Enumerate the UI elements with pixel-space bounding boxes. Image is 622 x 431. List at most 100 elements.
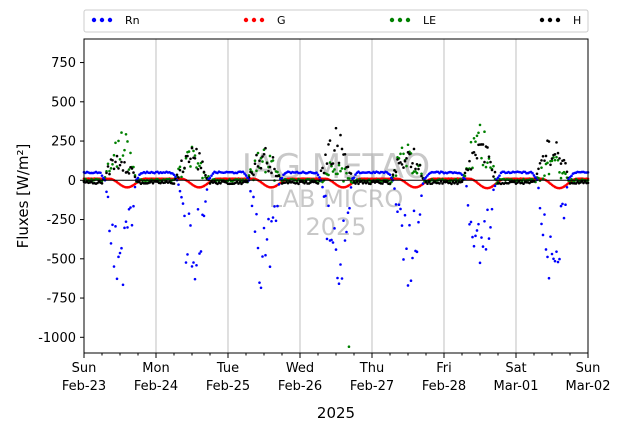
legend-marker-le [397,17,403,23]
x-tick-date: Feb-28 [422,379,466,394]
x-tick-date: Feb-23 [62,379,106,394]
point-h [426,182,429,186]
point-le [540,166,543,169]
y-tick-label: -250 [46,213,76,228]
point-le [537,176,540,180]
point-rn [460,173,464,177]
point-h [322,171,326,175]
point-rn [253,230,257,233]
point-rn [480,236,483,239]
point-le [180,175,183,179]
point-rn [198,252,201,255]
point-le [472,136,476,140]
point-h [183,166,186,170]
point-h [396,158,399,161]
point-rn [562,216,566,220]
point-rn [549,235,552,238]
watermark-line: LAB MICRO [269,185,404,213]
point-rn [348,206,351,210]
point-le [271,159,275,162]
point-rn [132,204,135,208]
point-le [192,149,195,153]
point-le [112,153,116,157]
point-rn [493,184,497,188]
point-rn [405,247,408,251]
point-rn [318,176,321,179]
point-rn [264,253,267,257]
x-tick-day: Sun [576,361,601,376]
point-h [564,161,567,165]
point-le [268,154,272,158]
point-rn [208,176,212,180]
point-le [207,175,210,178]
point-rn [397,203,401,206]
point-h [550,157,554,160]
point-le [201,176,204,180]
point-rn [558,257,561,261]
point-h [408,152,411,156]
point-rn [532,174,536,177]
point-le [108,169,111,173]
point-h [198,151,201,155]
point-le [193,154,197,157]
x-tick-date: Feb-27 [350,379,394,394]
point-rn [426,174,429,177]
point-rn [411,256,414,260]
point-rn [481,245,485,248]
point-h [483,160,486,164]
legend-marker-rn [107,17,113,23]
point-rn [270,219,273,223]
point-rn [321,185,324,189]
point-le [196,162,200,165]
point-rn [402,258,405,261]
point-h [549,163,552,167]
point-rn [475,229,479,232]
point-rn [106,195,110,199]
point-h [418,163,422,167]
point-h [265,161,269,165]
point-rn [403,213,407,217]
point-rn [211,172,215,175]
x-tick-day: Sun [72,361,97,376]
point-h [252,173,255,177]
point-rn [334,248,338,251]
legend-marker-le [389,17,395,23]
point-h [193,156,197,160]
point-rn [465,184,468,188]
point-h [195,147,198,151]
point-h [468,159,471,163]
point-rn [417,220,420,224]
point-h [394,170,398,174]
y-tick-label: -750 [46,292,76,307]
point-h [409,165,413,169]
point-rn [114,225,117,228]
point-h [333,149,336,152]
point-rn [555,250,558,253]
point-le [114,141,117,145]
point-rn [199,250,203,253]
point-le [187,150,191,153]
y-tick-label: 250 [51,135,76,150]
point-rn [180,195,183,199]
point-h [328,139,332,142]
point-rn [478,261,482,265]
point-le [474,140,477,143]
point-h [340,147,344,151]
x-tick-date: Mar-02 [566,379,611,394]
point-rn [469,220,473,224]
x-tick-day: Sat [505,361,526,376]
point-h [297,182,300,186]
point-h [262,152,266,156]
point-le [405,164,408,168]
point-rn [108,229,111,233]
point-rn [537,186,540,190]
point-h [349,172,353,175]
point-h [417,167,420,171]
point-le [420,172,423,176]
point-h [414,167,417,171]
point-le [118,158,122,161]
point-rn [121,283,125,287]
point-le [402,152,405,156]
point-le [415,171,419,175]
point-h [513,180,516,184]
